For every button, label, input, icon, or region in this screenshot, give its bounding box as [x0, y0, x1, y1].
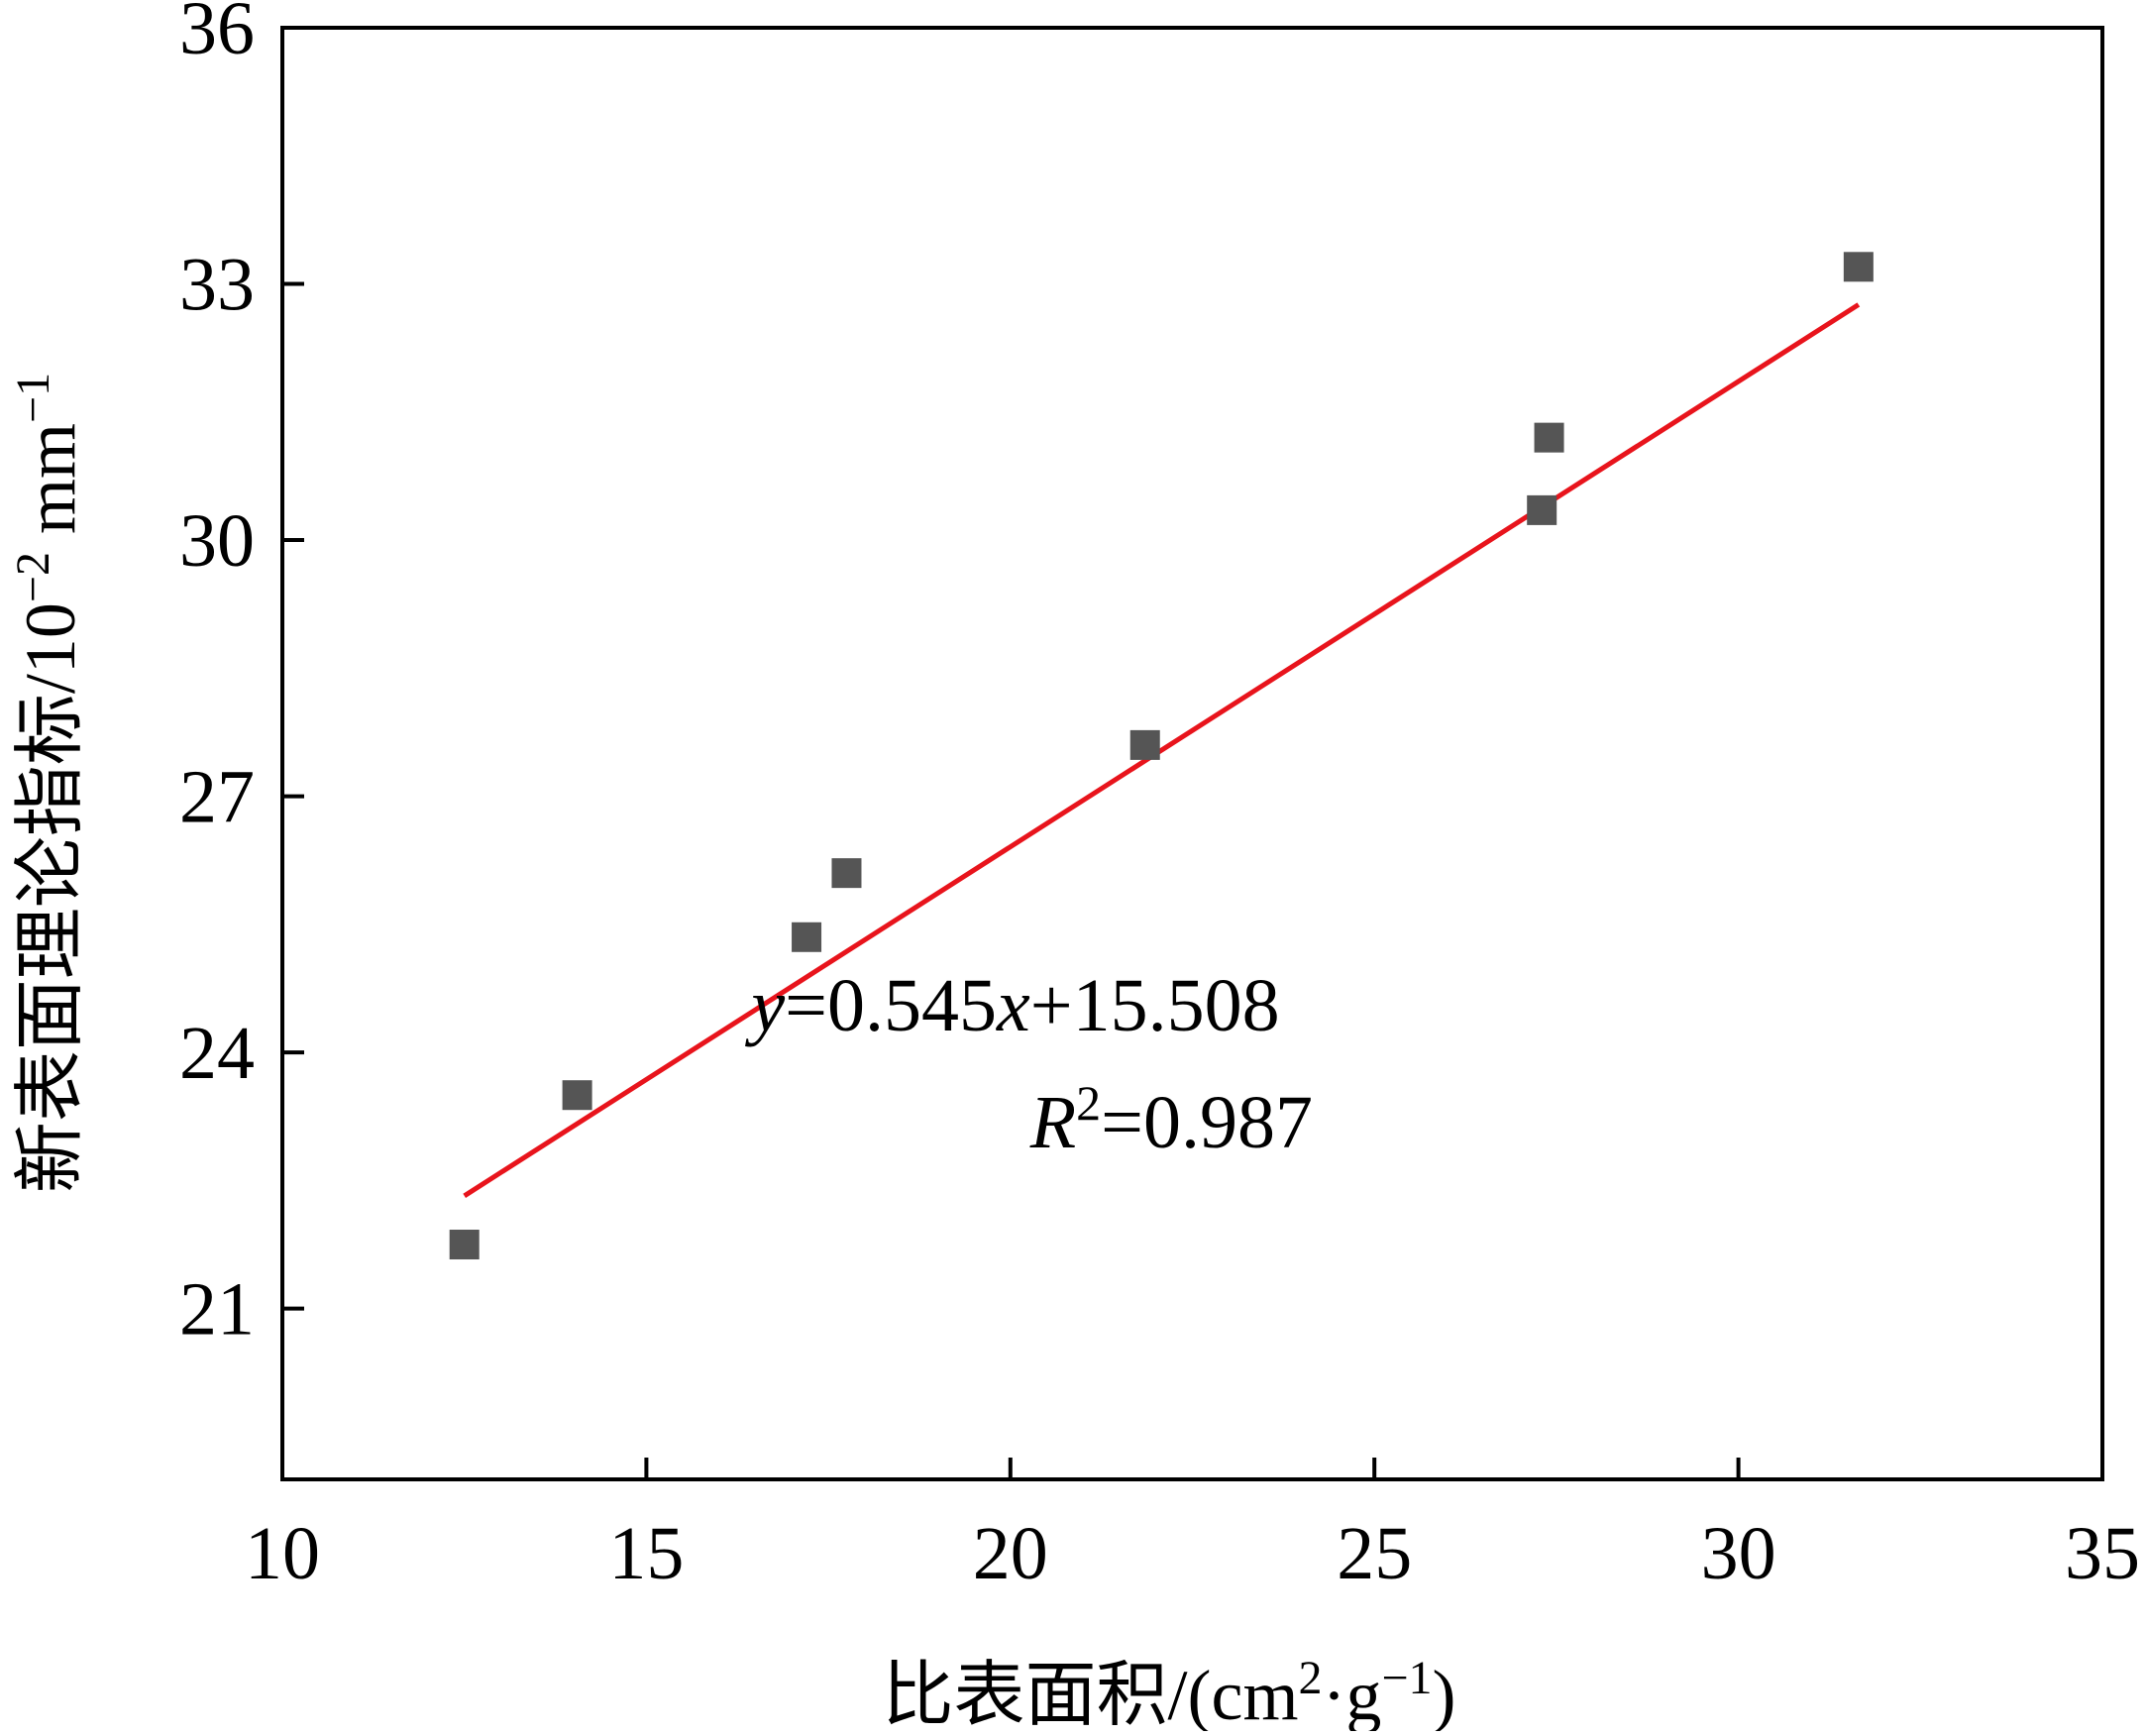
- x-tick-label: 35: [2065, 1512, 2140, 1595]
- x-tick-label: 30: [1701, 1512, 1776, 1595]
- x-axis-title: 比表面积/(cm2·g−1): [883, 1652, 1456, 1731]
- regression-equation: y=0.545x+15.508: [744, 964, 1279, 1047]
- y-tick-label: 36: [179, 0, 255, 70]
- equation-x-symbol: x: [996, 964, 1030, 1047]
- y-tick-label: 33: [179, 244, 255, 327]
- y-tick-label: 21: [179, 1268, 255, 1352]
- data-point: [1527, 494, 1557, 525]
- data-point: [792, 922, 822, 952]
- y-axis-title-mid: mm: [11, 423, 90, 552]
- y-axis-title: 新表面理论指标/10−2 mm−1: [7, 373, 90, 1193]
- y-axis-title-main: 新表面理论指标/10: [11, 602, 90, 1193]
- equation-slope: =0.545: [785, 964, 997, 1047]
- equation-y-symbol: y: [744, 964, 785, 1047]
- regression-line: [463, 302, 1861, 1198]
- x-tick-label: 15: [608, 1512, 684, 1595]
- x-axis-title-end: ): [1433, 1656, 1456, 1731]
- data-point: [449, 1230, 480, 1260]
- fit-line-layer: [463, 302, 1861, 1198]
- x-axis-title-sup2: −1: [1381, 1652, 1432, 1704]
- data-point: [1129, 729, 1160, 760]
- r-squared-value: =0.987: [1101, 1081, 1313, 1164]
- data-point: [1843, 252, 1874, 282]
- axes-layer: 10 15 20 25 30 35 21 24 27 30 33 36: [179, 0, 2140, 1595]
- data-points-layer: [449, 252, 1874, 1260]
- x-axis-title-main: 比表面积/(cm: [883, 1656, 1299, 1731]
- y-axis-title-sup2: −1: [7, 373, 59, 423]
- y-axis-title-sup1: −2: [7, 552, 59, 602]
- x-tick-label: 10: [245, 1512, 320, 1595]
- r-symbol: R: [1029, 1081, 1076, 1164]
- y-tick-label: 24: [179, 1012, 255, 1095]
- x-tick-label: 25: [1337, 1512, 1412, 1595]
- x-tick-label: 20: [973, 1512, 1048, 1595]
- x-axis-title-sup1: 2: [1298, 1652, 1322, 1704]
- r-squared-superscript: 2: [1076, 1075, 1101, 1131]
- plot-frame: [280, 26, 2104, 1481]
- data-point: [1534, 422, 1564, 453]
- x-axis-title-mid: ·g: [1322, 1656, 1381, 1731]
- equation-intercept: +15.508: [1030, 964, 1280, 1047]
- y-tick-label: 30: [179, 499, 255, 583]
- data-point: [562, 1080, 592, 1111]
- y-tick-label: 27: [179, 756, 255, 839]
- r-squared-label: R2=0.987: [1029, 1075, 1313, 1164]
- data-point: [831, 858, 862, 889]
